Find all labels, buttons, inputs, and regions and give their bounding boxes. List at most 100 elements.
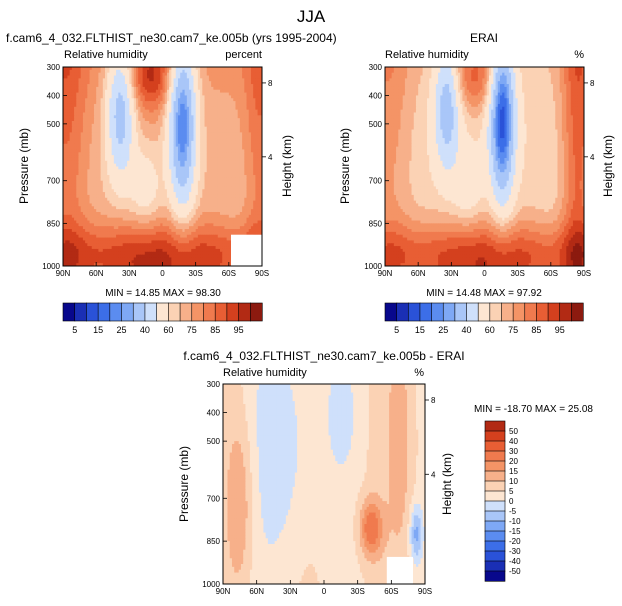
heatmap-cell (189, 189, 192, 193)
heatmap-cell (177, 214, 181, 219)
heatmap-cell (233, 169, 236, 173)
heatmap-cell (127, 123, 130, 128)
heatmap-cell (80, 214, 84, 219)
heatmap-cell (63, 172, 66, 176)
heatmap-cell (193, 86, 197, 91)
heatmap-cell (69, 155, 73, 159)
heatmap-cell (91, 189, 95, 193)
heatmap-cell (173, 194, 177, 199)
heatmap-cell (85, 177, 88, 182)
heatmap-cell (206, 132, 210, 136)
heatmap-cell (189, 121, 192, 125)
heatmap-cell (76, 192, 79, 196)
heatmap-cell (113, 69, 117, 74)
heatmap-cell (191, 211, 194, 216)
heatmap-cell (164, 200, 168, 204)
heatmap-cell (195, 177, 199, 182)
heatmap-cell (80, 103, 84, 108)
heatmap-cell (69, 98, 73, 102)
heatmap-cell (169, 163, 172, 167)
heatmap-cell (109, 149, 113, 153)
heatmap-cell (228, 172, 232, 176)
heatmap-cell (164, 220, 168, 224)
heatmap-cell (222, 98, 225, 102)
heatmap-cell (259, 123, 263, 128)
heatmap-cell (248, 72, 252, 76)
heatmap-cell (89, 189, 93, 193)
heatmap-cell (82, 121, 86, 125)
heatmap-cell (138, 72, 141, 76)
heatmap-cell (127, 177, 130, 182)
heatmap-cell (142, 95, 146, 99)
heatmap-cell (222, 146, 225, 150)
heatmap-cell (91, 81, 95, 85)
heatmap-cell (173, 78, 177, 82)
heatmap-cell (164, 101, 168, 105)
heatmap-cell (197, 177, 201, 182)
heatmap-cell (89, 129, 93, 133)
heatmap-cell (211, 140, 214, 145)
heatmap-cell (138, 126, 141, 130)
heatmap-cell (162, 175, 166, 179)
heatmap-cell (166, 180, 170, 184)
heatmap-cell (235, 101, 239, 105)
heatmap-cell (189, 143, 192, 148)
heatmap-cell (87, 186, 90, 190)
heatmap-cell (80, 177, 84, 182)
heatmap-cell (116, 72, 119, 76)
heatmap-cell (102, 197, 106, 202)
heatmap-cell (151, 180, 155, 184)
heatmap-cell (253, 172, 256, 176)
heatmap-cell (109, 106, 113, 111)
heatmap-cell (158, 112, 161, 116)
heatmap-cell (102, 118, 106, 122)
heatmap-cell (197, 81, 201, 85)
heatmap-cell (228, 177, 232, 182)
heatmap-cell (160, 175, 163, 179)
heatmap-cell (120, 129, 124, 133)
heatmap-cell (67, 126, 71, 130)
heatmap-cell (195, 115, 199, 119)
heatmap-cell (102, 166, 106, 170)
heatmap-cell (147, 109, 150, 113)
heatmap-cell (118, 160, 121, 165)
heatmap-cell (222, 95, 225, 99)
heatmap-cell (67, 186, 71, 190)
heatmap-cell (118, 169, 121, 173)
heatmap-cell (233, 172, 236, 176)
heatmap-cell (162, 95, 166, 99)
heatmap-cell (129, 197, 132, 202)
heatmap-cell (100, 132, 104, 136)
heatmap-cell (162, 84, 166, 88)
heatmap-cell (182, 78, 186, 82)
heatmap-cell (158, 172, 161, 176)
heatmap-cell (195, 78, 199, 82)
heatmap-cell (144, 157, 148, 162)
heatmap-cell (155, 132, 159, 136)
heatmap-cell (259, 86, 263, 91)
heatmap-cell (259, 138, 263, 142)
heatmap-cell (162, 67, 166, 71)
heatmap-cell (93, 140, 97, 145)
heatmap-cell (91, 169, 95, 173)
heatmap-cell (78, 160, 82, 165)
heatmap-cell (246, 172, 250, 176)
heatmap-cell (195, 112, 199, 116)
heatmap-cell (162, 109, 166, 113)
heatmap-cell (71, 78, 75, 82)
heatmap-cell (149, 112, 152, 116)
heatmap-cell (257, 183, 261, 187)
heatmap-cell (153, 135, 157, 139)
heatmap-cell (147, 180, 150, 184)
heatmap-cell (147, 186, 150, 190)
heatmap-cell (111, 149, 115, 153)
heatmap-cell (169, 109, 172, 113)
heatmap-cell (208, 129, 212, 133)
heatmap-cell (213, 138, 217, 142)
heatmap-cell (202, 211, 205, 216)
heatmap-cell (197, 217, 201, 221)
heatmap-cell (160, 217, 163, 221)
heatmap-cell (120, 121, 124, 125)
heatmap-cell (71, 92, 75, 96)
heatmap-cell (197, 129, 201, 133)
